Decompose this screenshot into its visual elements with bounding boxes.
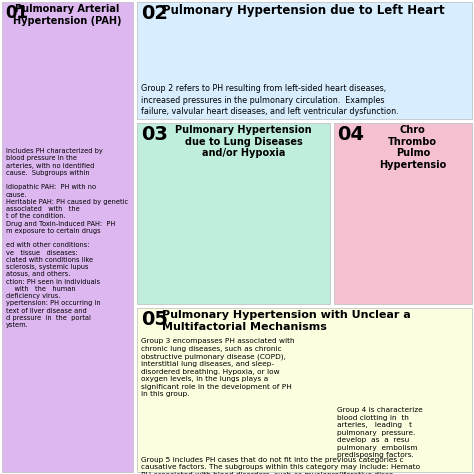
FancyBboxPatch shape [137,123,330,304]
Text: 04: 04 [337,125,365,144]
Text: Pulmonary Hypertension with Unclear a
Multifactorial Mechanisms: Pulmonary Hypertension with Unclear a Mu… [162,310,411,331]
Text: Chro
Thrombo
Pulmo
Hypertensio: Chro Thrombo Pulmo Hypertensio [379,125,447,170]
Text: Group 3 encompasses PH associated with
chronic lung diseases, such as chronic
ob: Group 3 encompasses PH associated with c… [141,338,294,397]
FancyBboxPatch shape [2,2,133,472]
Text: Group 4 is characterize
blood clotting in  th
arteries,   leading   t
pulmonary : Group 4 is characterize blood clotting i… [337,407,423,458]
FancyBboxPatch shape [137,308,472,472]
Text: Includes PH characterized by
blood pressure in the
arteries, with no identified
: Includes PH characterized by blood press… [6,148,128,328]
Text: 05: 05 [141,310,168,329]
FancyBboxPatch shape [334,123,472,304]
FancyBboxPatch shape [137,2,472,119]
Text: Pulmonary Hypertension due to Left Heart: Pulmonary Hypertension due to Left Heart [162,4,445,17]
Text: 03: 03 [141,125,168,144]
Text: Pulmonary Hypertension
due to Lung Diseases
and/or Hypoxia: Pulmonary Hypertension due to Lung Disea… [175,125,312,158]
Text: Pulmonary Arterial
Hypertension (PAH): Pulmonary Arterial Hypertension (PAH) [13,4,122,26]
Text: Group 5 includes PH cases that do not fit into the previous categories c
causati: Group 5 includes PH cases that do not fi… [141,457,420,474]
Text: 01: 01 [6,4,29,22]
Text: 02: 02 [141,4,168,23]
Text: Group 2 refers to PH resulting from left-sided heart diseases,
increased pressur: Group 2 refers to PH resulting from left… [141,84,399,116]
